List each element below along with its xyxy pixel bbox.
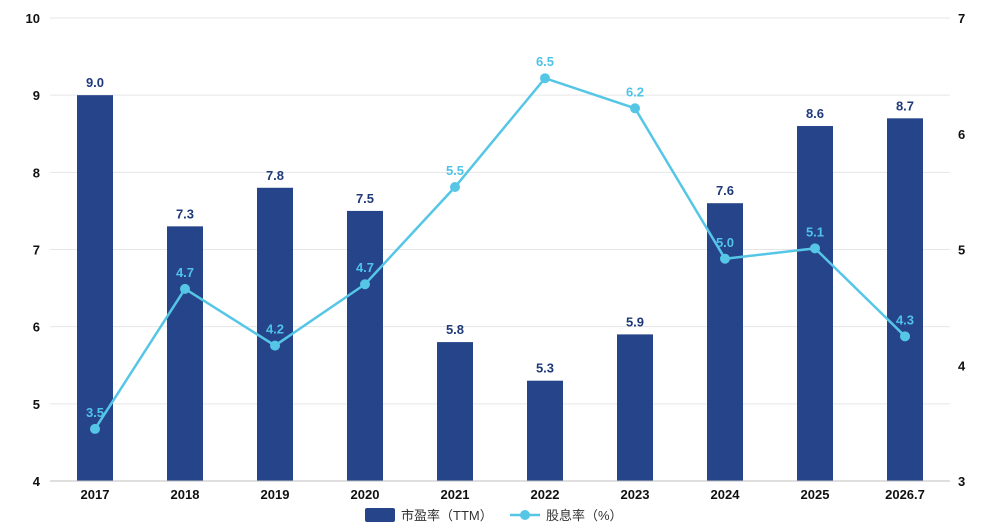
x-tick-label: 2021 [441, 487, 470, 502]
x-tick-label: 2026.7 [885, 487, 925, 502]
left-y-tick-label: 4 [33, 474, 41, 489]
left-y-axis: 4 5 6 7 8 9 10 [26, 11, 41, 489]
right-y-tick-label: 7 [958, 11, 965, 26]
right-y-tick-label: 4 [958, 358, 966, 373]
line-value-label: 5.0 [716, 235, 734, 250]
line-value-label: 5.1 [806, 224, 824, 239]
line-point [360, 279, 370, 290]
x-tick-label: 2019 [261, 487, 290, 502]
bar-value-label: 5.3 [536, 361, 554, 376]
right-y-tick-label: 5 [958, 243, 965, 258]
legend-bar-swatch [365, 508, 395, 522]
line-point [810, 243, 820, 254]
bar [617, 334, 653, 481]
bar-value-label: 5.9 [626, 314, 644, 329]
bar-value-label: 8.7 [896, 98, 914, 113]
bar-value-label: 7.8 [266, 168, 284, 183]
line-series [90, 73, 910, 434]
line-point [540, 73, 550, 84]
x-tick-label: 2020 [351, 487, 380, 502]
bar [707, 203, 743, 481]
left-y-tick-label: 6 [33, 320, 40, 335]
line-value-label: 5.5 [446, 163, 464, 178]
line-value-label: 3.5 [86, 405, 104, 420]
right-y-axis: 3 4 5 6 7 [958, 11, 966, 489]
bar-value-label: 7.5 [356, 191, 374, 206]
line-value-labels: 3.5 4.7 4.2 4.7 5.5 6.5 6.2 5.0 5.1 4.3 [86, 54, 914, 420]
right-y-tick-label: 6 [958, 127, 965, 142]
bar [887, 118, 923, 482]
x-tick-label: 2024 [711, 487, 741, 502]
line-point [180, 283, 190, 294]
x-axis: 2017 2018 2019 2020 2021 2022 2023 2024 2025 2026… [50, 480, 950, 502]
line-point [900, 331, 910, 342]
line-point [270, 340, 280, 351]
line-value-label: 6.2 [626, 84, 644, 99]
right-y-tick-label: 3 [958, 474, 965, 489]
x-tick-label: 2023 [621, 487, 650, 502]
bar-value-label: 5.8 [446, 322, 464, 337]
bar-value-label: 8.6 [806, 106, 824, 121]
legend-line-label: 股息率（%） [546, 508, 623, 523]
bar [437, 342, 473, 481]
bar-value-label: 7.3 [176, 206, 194, 221]
line-value-label: 4.7 [356, 260, 374, 275]
left-y-tick-label: 7 [33, 243, 40, 258]
x-tick-label: 2018 [171, 487, 200, 502]
line-value-label: 4.3 [896, 312, 914, 327]
bar [347, 210, 383, 481]
bar [797, 126, 833, 482]
bar-value-label: 7.6 [716, 183, 734, 198]
legend-bar-label: 市盈率（TTM） [401, 508, 493, 523]
x-tick-label: 2022 [531, 487, 560, 502]
bar [257, 187, 293, 481]
left-y-tick-label: 10 [26, 11, 40, 26]
line-path [93, 76, 906, 430]
line-value-label: 4.2 [266, 322, 284, 337]
left-y-tick-label: 5 [33, 397, 40, 412]
bar-value-label: 9.0 [86, 75, 104, 90]
line-point [720, 253, 730, 264]
line-point [630, 103, 640, 114]
bar [77, 95, 113, 482]
bar [527, 380, 563, 481]
bar [167, 226, 203, 481]
line-point [90, 423, 100, 434]
left-y-tick-label: 9 [33, 88, 40, 103]
bar-value-labels: 9.0 7.3 7.8 7.5 5.8 5.3 5.9 7.6 8.6 8.7 [86, 75, 914, 376]
line-value-label: 6.5 [536, 54, 554, 69]
x-tick-label: 2017 [81, 487, 110, 502]
line-value-label: 4.7 [176, 265, 194, 280]
legend: 市盈率（TTM） 股息率（%） [365, 508, 623, 523]
x-tick-label: 2025 [801, 487, 830, 502]
bar-series [77, 95, 923, 482]
legend-line-marker [520, 510, 530, 520]
line-point [450, 181, 460, 192]
left-y-tick-label: 8 [33, 165, 40, 180]
